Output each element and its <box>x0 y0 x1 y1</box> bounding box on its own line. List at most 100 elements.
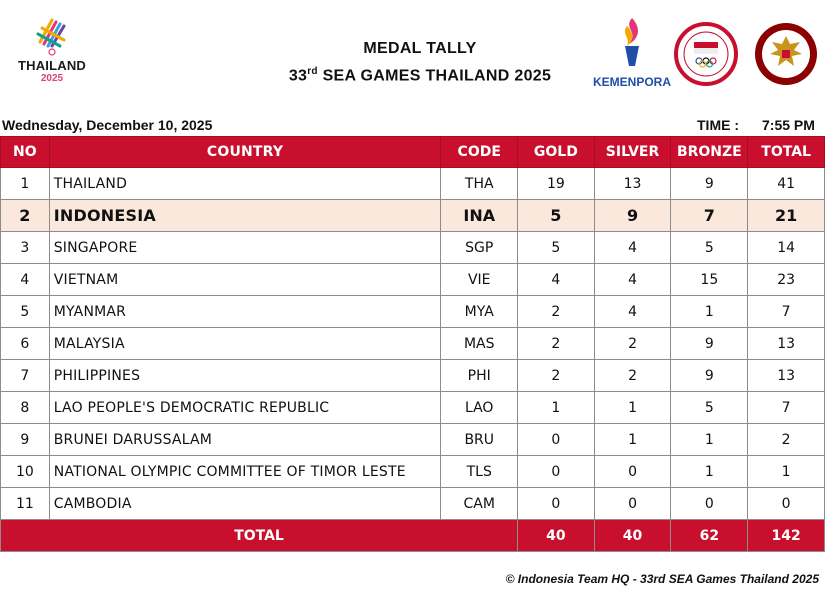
table-row: 1 THAILAND THA 19 13 9 41 <box>0 167 825 200</box>
cell-code: LAO <box>440 391 519 424</box>
title-line-2: 33rd SEA GAMES THAILAND 2025 <box>230 66 610 85</box>
cell-total: 41 <box>747 167 825 200</box>
totals-total: 142 <box>747 519 825 552</box>
cell-silver: 4 <box>593 231 672 264</box>
koi-olympic-committee-logo <box>674 22 738 86</box>
tim-indonesia-garuda-logo <box>754 22 818 86</box>
column-header-silver: SILVER <box>593 136 672 168</box>
time-label: TIME : <box>697 117 739 133</box>
cell-gold: 0 <box>517 423 595 456</box>
column-header-no: NO <box>0 136 50 168</box>
cell-bronze: 5 <box>670 391 749 424</box>
table-row: 11 CAMBODIA CAM 0 0 0 0 <box>0 487 825 520</box>
cell-no: 3 <box>0 231 50 264</box>
cell-gold: 4 <box>517 263 595 296</box>
cell-silver: 4 <box>593 295 672 328</box>
totals-bronze: 62 <box>670 519 749 552</box>
dateline: Wednesday, December 10, 2025 TIME : 7:55… <box>0 117 825 135</box>
cell-total: 2 <box>747 423 825 456</box>
cell-no: 11 <box>0 487 50 520</box>
kemenpora-wordmark: KEMENPORA <box>592 75 671 89</box>
cell-no: 8 <box>0 391 50 424</box>
cell-code: CAM <box>440 487 519 520</box>
cell-gold: 5 <box>517 199 595 232</box>
cell-silver: 2 <box>593 359 672 392</box>
sea-games-thailand-logo: THAILAND 2025 <box>12 12 92 98</box>
table-row: 8 LAO PEOPLE'S DEMOCRATIC REPUBLIC LAO 1 1 5 7 <box>0 391 825 424</box>
cell-no: 5 <box>0 295 50 328</box>
cell-bronze: 7 <box>670 199 749 232</box>
cell-silver: 13 <box>593 167 672 200</box>
cell-total: 7 <box>747 391 825 424</box>
cell-code: MAS <box>440 327 519 360</box>
totals-gold: 40 <box>517 519 595 552</box>
cell-silver: 4 <box>593 263 672 296</box>
sea-games-emblem-icon <box>36 18 66 56</box>
cell-bronze: 9 <box>670 359 749 392</box>
logo-wordmark: THAILAND <box>17 58 87 73</box>
cell-total: 0 <box>747 487 825 520</box>
table-header-row: NO COUNTRY CODE GOLD SILVER BRONZE TOTAL <box>0 136 825 168</box>
title-line-2-ordinal: 33 <box>288 67 308 85</box>
kemenpora-logo: KEMENPORA <box>588 16 676 89</box>
title-line-2-suffix: SEA GAMES THAILAND 2025 <box>317 67 552 85</box>
cell-code: VIE <box>440 263 519 296</box>
cell-country: MALAYSIA <box>48 327 442 360</box>
cell-no: 6 <box>0 327 50 360</box>
cell-gold: 2 <box>517 327 595 360</box>
table-row: 6 MALAYSIA MAS 2 2 9 13 <box>0 327 825 360</box>
cell-total: 14 <box>747 231 825 264</box>
cell-no: 7 <box>0 359 50 392</box>
column-header-country: COUNTRY <box>48 136 442 168</box>
cell-country: VIETNAM <box>48 263 442 296</box>
totals-label: TOTAL <box>0 519 519 552</box>
cell-no: 1 <box>0 167 50 200</box>
cell-total: 13 <box>747 327 825 360</box>
cell-total: 1 <box>747 455 825 488</box>
cell-gold: 2 <box>517 295 595 328</box>
cell-no: 2 <box>0 199 50 232</box>
cell-code: TLS <box>440 455 519 488</box>
column-header-gold: GOLD <box>517 136 595 168</box>
cell-gold: 2 <box>517 359 595 392</box>
cell-country: PHILIPPINES <box>48 359 442 392</box>
table-row: 9 BRUNEI DARUSSALAM BRU 0 1 1 2 <box>0 423 825 456</box>
cell-code: PHI <box>440 359 519 392</box>
cell-no: 4 <box>0 263 50 296</box>
cell-total: 23 <box>747 263 825 296</box>
cell-silver: 0 <box>593 455 672 488</box>
cell-country: INDONESIA <box>48 199 442 232</box>
cell-bronze: 1 <box>670 295 749 328</box>
cell-silver: 1 <box>593 391 672 424</box>
cell-code: INA <box>440 199 519 232</box>
cell-gold: 0 <box>517 487 595 520</box>
date-label: Wednesday, December 10, 2025 <box>2 117 213 133</box>
cell-code: BRU <box>440 423 519 456</box>
cell-total: 21 <box>747 199 825 232</box>
logo-year: 2025 <box>40 73 64 84</box>
cell-total: 7 <box>747 295 825 328</box>
table-row: 2 INDONESIA INA 5 9 7 21 <box>0 199 825 232</box>
cell-country: MYANMAR <box>48 295 442 328</box>
cell-country: CAMBODIA <box>48 487 442 520</box>
cell-bronze: 5 <box>670 231 749 264</box>
totals-silver: 40 <box>593 519 672 552</box>
column-header-bronze: BRONZE <box>670 136 749 168</box>
column-header-total: TOTAL <box>747 136 825 168</box>
title-line-1: MEDAL TALLY <box>363 40 477 57</box>
table-row: 4 VIETNAM VIE 4 4 15 23 <box>0 263 825 296</box>
cell-gold: 19 <box>517 167 595 200</box>
cell-no: 10 <box>0 455 50 488</box>
cell-gold: 1 <box>517 391 595 424</box>
table-row: 10 NATIONAL OLYMPIC COMMITTEE OF TIMOR LE… <box>0 455 825 488</box>
cell-total: 13 <box>747 359 825 392</box>
cell-code: SGP <box>440 231 519 264</box>
table-row: 5 MYANMAR MYA 2 4 1 7 <box>0 295 825 328</box>
cell-bronze: 1 <box>670 423 749 456</box>
title-line-2-sup: rd <box>307 66 318 77</box>
page-title: MEDAL TALLY 33rd SEA GAMES THAILAND 2025 <box>230 40 610 85</box>
cell-country: LAO PEOPLE'S DEMOCRATIC REPUBLIC <box>48 391 442 424</box>
cell-no: 9 <box>0 423 50 456</box>
cell-silver: 2 <box>593 327 672 360</box>
cell-country: SINGAPORE <box>48 231 442 264</box>
